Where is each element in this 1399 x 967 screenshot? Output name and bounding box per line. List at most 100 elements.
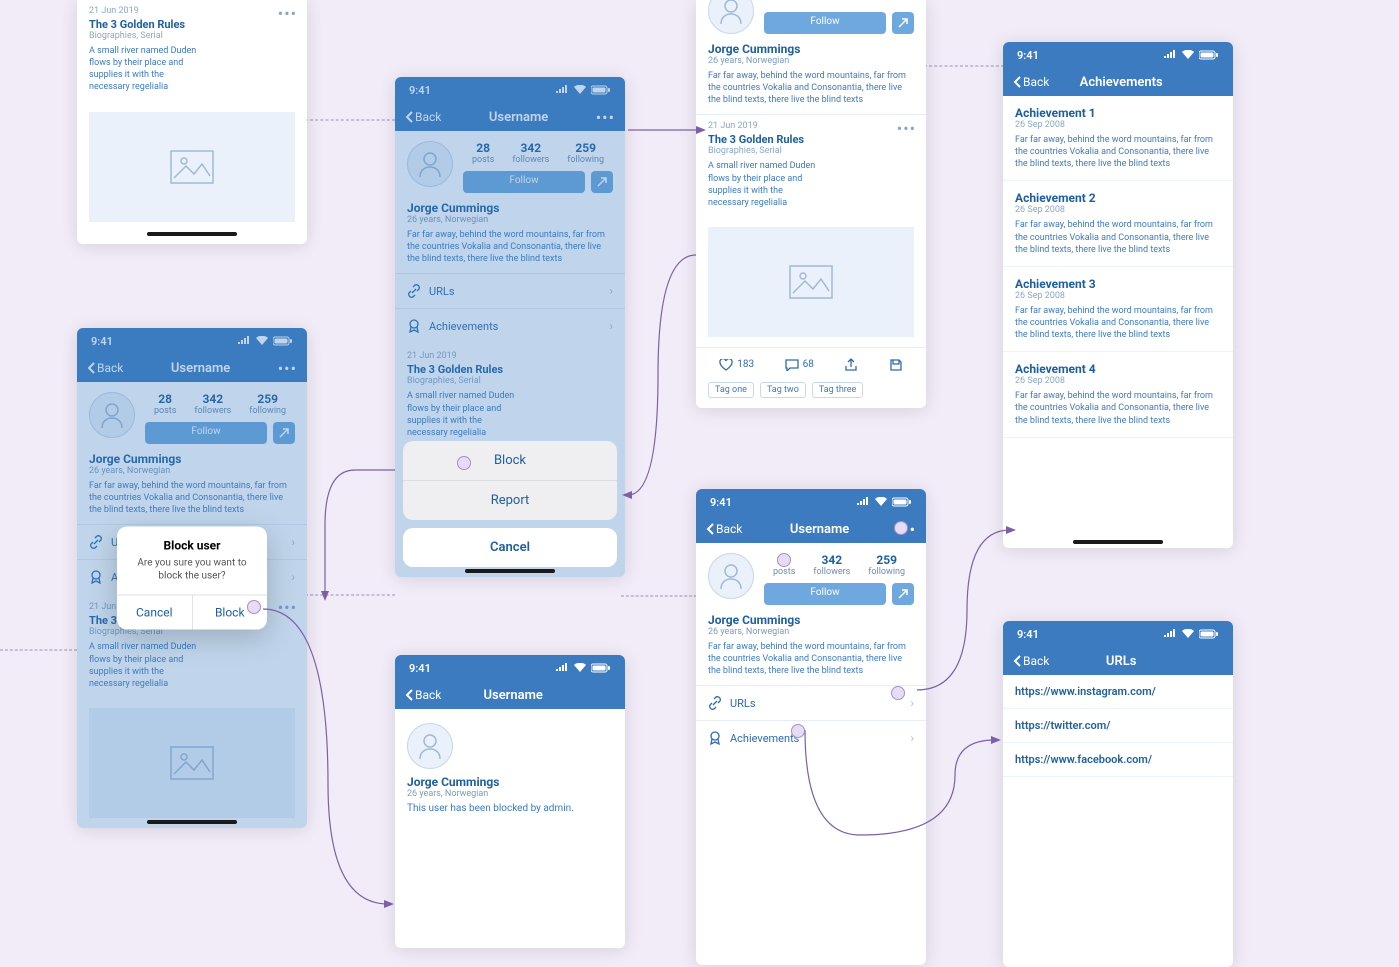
alert-message: Are you sure you want to block the user?	[117, 557, 267, 595]
stat-followers[interactable]: 342followers	[813, 553, 850, 577]
follow-button[interactable]: Follow	[764, 583, 886, 605]
more-icon[interactable]: •••	[278, 4, 297, 23]
back-label: Back	[716, 522, 742, 536]
avatar[interactable]	[708, 553, 754, 599]
back-button[interactable]: Back	[1013, 654, 1049, 668]
flow-dot	[777, 553, 791, 567]
profile-subtitle: 26 years, Norwegian	[696, 627, 926, 637]
status-icons	[555, 663, 611, 673]
achievement-item[interactable]: Achievement 326 Sep 2008Far far away, be…	[1003, 267, 1233, 352]
achievement-title: Achievement 4	[1015, 362, 1221, 376]
achievement-item[interactable]: Achievement 226 Sep 2008Far far away, be…	[1003, 181, 1233, 266]
screen-profile-post: Follow Jorge Cummings 26 years, Norwegia…	[696, 0, 926, 408]
nav-bar: Back Achievements	[1003, 68, 1233, 96]
post-body: A small river named Duden flows by their…	[77, 41, 217, 102]
flow-dot	[894, 521, 908, 535]
nav-title: Achievements	[1080, 75, 1163, 90]
nav-bar: Back Username •••	[696, 515, 926, 543]
blocked-message: This user has been blocked by admin.	[395, 799, 625, 818]
back-button[interactable]: Back	[706, 522, 742, 536]
avatar[interactable]	[708, 0, 754, 34]
profile-name: Jorge Cummings	[696, 42, 926, 56]
achievement-item[interactable]: Achievement 426 Sep 2008Far far away, be…	[1003, 352, 1233, 437]
screen-blocked: 9:41 Back Username Jorge Cummings 26 yea…	[395, 655, 625, 948]
back-button[interactable]: Back	[405, 688, 441, 702]
nav-bar: Back Username	[395, 681, 625, 709]
tag[interactable]: Tag one	[708, 382, 754, 398]
post-body: A small river named Duden flows by their…	[696, 156, 836, 217]
url-item[interactable]: https://www.instagram.com/	[1003, 675, 1233, 709]
post-actions: 183 68	[696, 347, 926, 382]
status-icons	[1163, 50, 1219, 60]
post-card-fragment: ••• 21 Jun 2019 The 3 Golden Rules Biogr…	[77, 0, 307, 244]
sheet-report[interactable]: Report	[403, 480, 617, 520]
achievement-body: Far far away, behind the word mountains,…	[1015, 134, 1221, 170]
sheet-cancel[interactable]: Cancel	[403, 528, 617, 567]
status-bar: 9:41	[696, 489, 926, 515]
row-label: Achievements	[730, 732, 799, 745]
save-button[interactable]	[889, 358, 903, 372]
screen-profile-links: 9:41 Back Username ••• 28posts 342follow…	[696, 489, 926, 965]
screen-achievements: 9:41 Back Achievements Achievement 126 S…	[1003, 42, 1233, 548]
share-button[interactable]	[892, 583, 914, 605]
status-bar: 9:41	[395, 655, 625, 681]
status-time: 9:41	[409, 662, 431, 675]
achievement-item[interactable]: Achievement 126 Sep 2008 Far far away, be…	[1003, 96, 1233, 181]
flow-arrow	[618, 118, 708, 148]
guide-line	[621, 595, 697, 597]
flow-arrow	[305, 465, 405, 615]
sheet-block[interactable]: Block	[403, 441, 617, 480]
achievement-body: Far far away, behind the word mountains,…	[1015, 219, 1221, 255]
share-button[interactable]	[892, 12, 914, 34]
share-post-button[interactable]	[844, 358, 858, 372]
back-button[interactable]: Back	[1013, 75, 1049, 89]
alert-cancel[interactable]: Cancel	[117, 596, 192, 630]
achievement-date: 26 Sep 2008	[1015, 120, 1221, 130]
tags: Tag one Tag two Tag three	[696, 382, 926, 408]
post-title[interactable]: The 3 Golden Rules	[696, 131, 926, 146]
tag[interactable]: Tag two	[760, 382, 806, 398]
badge-icon	[708, 731, 722, 745]
achievement-date: 26 Sep 2008	[1015, 291, 1221, 301]
status-bar: 9:41	[1003, 42, 1233, 68]
nav-title: Username	[483, 688, 542, 703]
image-placeholder	[708, 227, 914, 337]
achievement-date: 26 Sep 2008	[1015, 205, 1221, 215]
guide-line	[305, 594, 395, 596]
tag[interactable]: Tag three	[812, 382, 863, 398]
home-indicator	[147, 820, 237, 824]
home-indicator	[147, 232, 237, 236]
screen-block-alert: 9:41 Back Username ••• 28posts 342follow…	[77, 328, 307, 828]
nav-title: Username	[790, 522, 849, 537]
post-subtitle: Biographies, Serial	[696, 146, 926, 156]
action-sheet: Block Report Cancel	[403, 441, 617, 567]
profile-name: Jorge Cummings	[395, 775, 625, 789]
status-time: 9:41	[1017, 49, 1039, 62]
flow-dot	[457, 456, 471, 470]
home-indicator	[1073, 540, 1163, 544]
image-icon	[789, 265, 833, 299]
row-achievements[interactable]: Achievements ›	[696, 720, 926, 755]
avatar[interactable]	[407, 723, 453, 769]
stat-following[interactable]: 259following	[868, 553, 905, 577]
comment-button[interactable]: 68	[785, 359, 814, 371]
like-button[interactable]: 183	[719, 359, 754, 371]
chevron-right-icon: ›	[910, 731, 914, 745]
chevron-right-icon: ›	[910, 696, 914, 710]
url-item[interactable]: https://www.facebook.com/	[1003, 743, 1233, 777]
guide-line	[0, 649, 77, 651]
like-count: 183	[737, 359, 754, 370]
more-icon[interactable]: •••	[897, 119, 916, 138]
follow-button[interactable]: Follow	[764, 12, 886, 34]
profile-subtitle: 26 years, Norwegian	[395, 789, 625, 799]
screen-action-sheet: 9:41 Back Username ••• 28posts 342follow…	[395, 77, 625, 577]
post-title[interactable]: The 3 Golden Rules	[77, 16, 307, 31]
image-placeholder	[89, 112, 295, 222]
status-icons	[856, 497, 912, 507]
url-item[interactable]: https://twitter.com/	[1003, 709, 1233, 743]
row-label: URLs	[730, 697, 756, 710]
achievement-title: Achievement 1	[1015, 106, 1221, 120]
back-label: Back	[415, 688, 441, 702]
nav-title: URLs	[1106, 654, 1137, 669]
achievement-date: 26 Sep 2008	[1015, 376, 1221, 386]
